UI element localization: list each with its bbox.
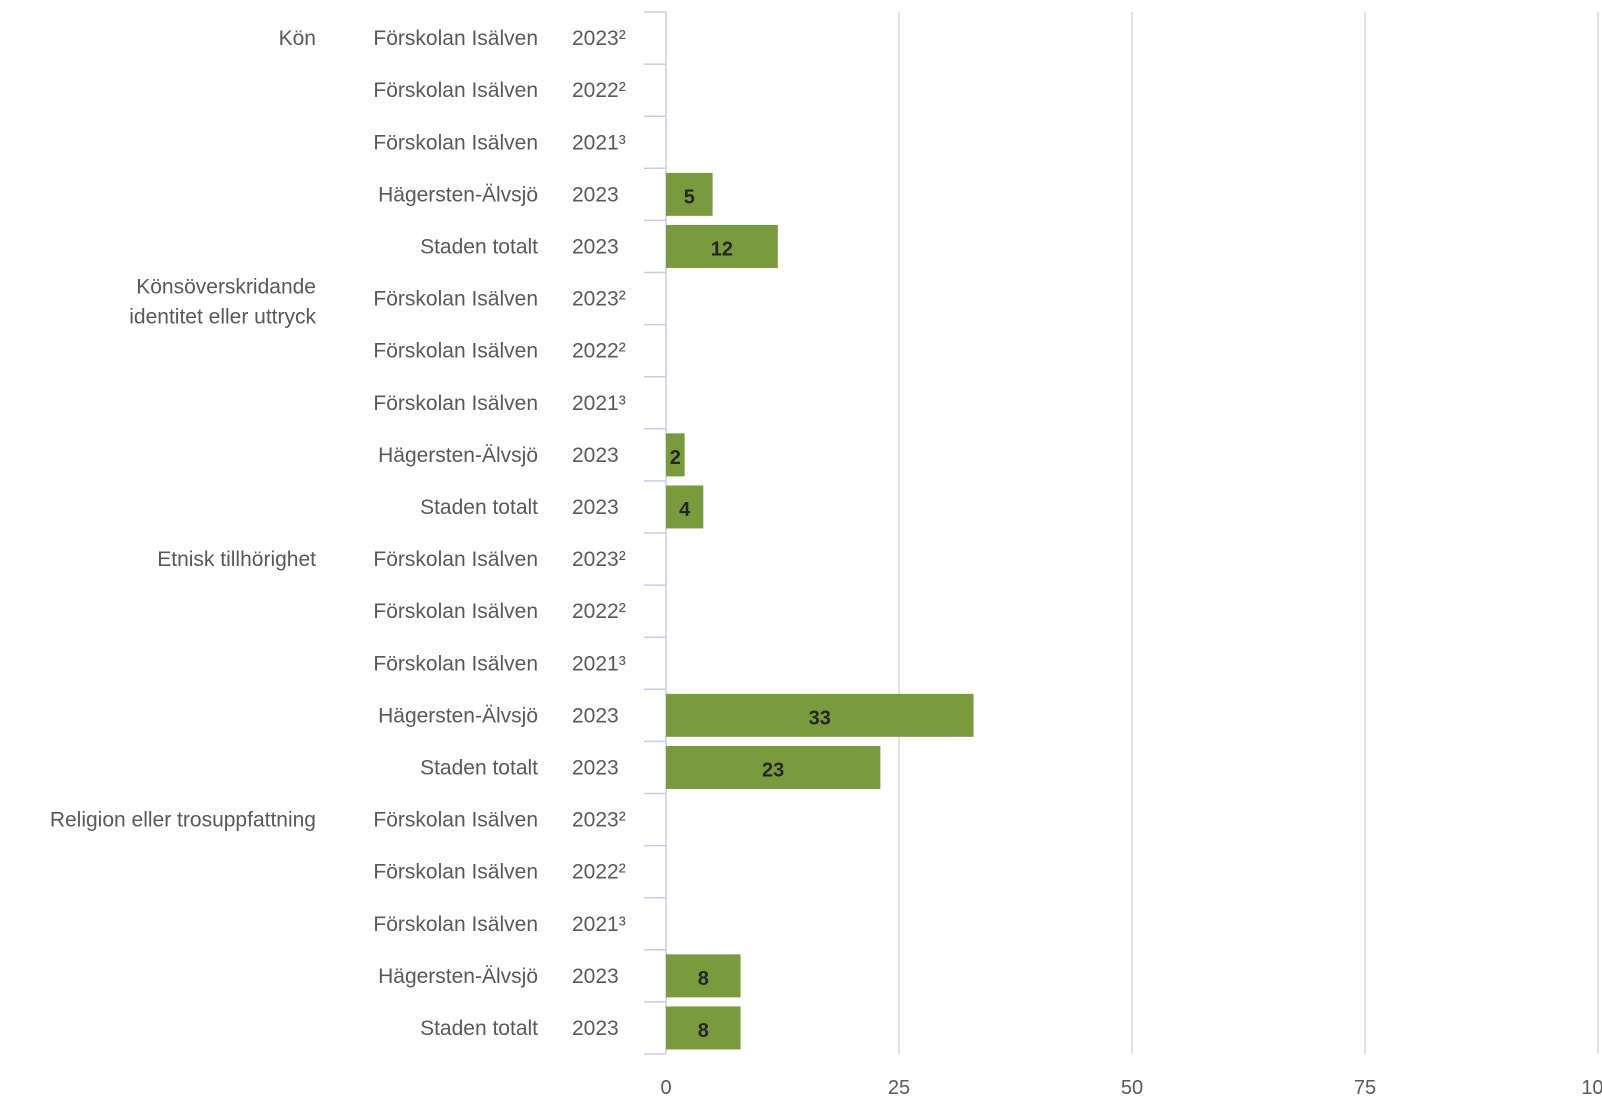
row-unit-label: Förskolan Isälven (373, 913, 538, 936)
row-year-label: 2022² (572, 79, 626, 102)
bar-value-label: 5 (684, 186, 695, 208)
row-year-label: 2023 (572, 183, 619, 206)
x-tick-label: 100 (1581, 1077, 1602, 1098)
bar-value-label: 8 (698, 1020, 709, 1042)
row-year-label: 2021³ (572, 913, 626, 936)
row-unit-label: Förskolan Isälven (373, 861, 538, 884)
row-year-label: 2023² (572, 809, 626, 832)
group-label: Kön (279, 27, 316, 50)
category-labels: Kön Förskolan Isälven 2023² Förskolan Isälv… (50, 27, 626, 1040)
bar-value-label: 4 (679, 499, 691, 521)
row-year-label: 2023² (572, 27, 626, 50)
row-year-label: 2022² (572, 861, 626, 884)
row-unit-label: Förskolan Isälven (373, 600, 538, 623)
row-unit-label: Staden totalt (420, 235, 538, 258)
row-unit-label: Förskolan Isälven (373, 809, 538, 832)
row-year-label: 2023² (572, 288, 626, 311)
row-unit-label: Förskolan Isälven (373, 79, 538, 102)
row-unit-label: Förskolan Isälven (373, 27, 538, 50)
row-unit-label: Förskolan Isälven (373, 288, 538, 311)
bar-value-label: 23 (762, 759, 784, 781)
row-year-label: 2023 (572, 965, 619, 988)
group-label: Könsöverskridande identitet eller uttryck (129, 276, 316, 329)
row-unit-label: Hägersten-Älvsjö (378, 965, 538, 988)
group-label: Religion eller trosuppfattning (50, 809, 316, 832)
bar (666, 1006, 741, 1050)
row-unit-label: Förskolan Isälven (373, 548, 538, 571)
bar (666, 433, 685, 477)
row-year-label: 2023 (572, 444, 619, 467)
bar (666, 693, 974, 737)
row-year-label: 2022² (572, 600, 626, 623)
bar-value-label: 33 (809, 707, 831, 729)
row-year-label: 2021³ (572, 652, 626, 675)
row-year-label: 2023 (572, 756, 619, 779)
bar-value-label: 8 (698, 968, 709, 990)
row-year-label: 2021³ (572, 131, 626, 154)
row-year-label: 2023 (572, 704, 619, 727)
row-unit-label: Förskolan Isälven (373, 131, 538, 154)
row-unit-label: Förskolan Isälven (373, 340, 538, 363)
row-year-label: 2023² (572, 548, 626, 571)
row-year-label: 2022² (572, 340, 626, 363)
x-tick-label: 50 (1121, 1077, 1143, 1098)
row-year-label: 2021³ (572, 392, 626, 415)
bar (666, 224, 778, 268)
row-unit-label: Staden totalt (420, 756, 538, 779)
row-unit-label: Förskolan Isälven (373, 392, 538, 415)
group-label: Etnisk tillhörighet (157, 548, 316, 571)
bar (666, 485, 704, 529)
row-year-label: 2023 (572, 1017, 619, 1040)
bar (666, 745, 881, 789)
gridlines (898, 12, 1599, 1054)
bar (666, 172, 713, 216)
bar-value-label: 12 (711, 238, 733, 260)
row-unit-label: Hägersten-Älvsjö (378, 704, 538, 727)
x-tick-label: 0 (660, 1077, 671, 1098)
row-unit-label: Staden totalt (420, 496, 538, 519)
x-tick-label: 75 (1354, 1077, 1376, 1098)
bars: 5 12 2 4 33 23 8 8 (666, 172, 974, 1050)
bar-value-label: 2 (670, 447, 681, 469)
row-year-label: 2023 (572, 235, 619, 258)
category-axis (644, 11, 667, 1055)
row-unit-label: Hägersten-Älvsjö (378, 183, 538, 206)
row-year-label: 2023 (572, 496, 619, 519)
bar (666, 954, 741, 998)
x-axis-tick-labels: 0 25 50 75 100 (660, 1077, 1602, 1098)
x-tick-label: 25 (888, 1077, 910, 1098)
row-unit-label: Förskolan Isälven (373, 652, 538, 675)
row-unit-label: Staden totalt (420, 1017, 538, 1040)
row-unit-label: Hägersten-Älvsjö (378, 444, 538, 467)
